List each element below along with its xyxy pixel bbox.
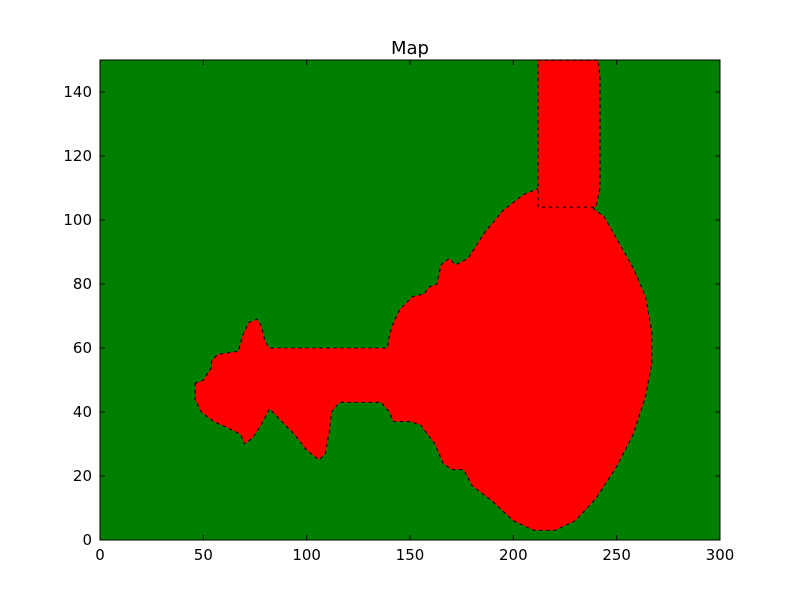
x-tick-label: 200: [499, 546, 528, 564]
y-tick-label: 140: [63, 83, 92, 101]
red-region-1: [194, 187, 653, 532]
regions-layer: [194, 59, 653, 532]
x-tick-label: 50: [194, 546, 213, 564]
y-tick-label: 40: [73, 403, 92, 421]
y-tick-label: 100: [63, 211, 92, 229]
x-tick-label: 250: [602, 546, 631, 564]
y-tick-label: 80: [73, 275, 92, 293]
x-tick-label: 150: [396, 546, 425, 564]
x-axis: 0 50 100 150 200 250 300: [95, 60, 734, 564]
y-tick-label: 0: [82, 531, 92, 549]
y-tick-label: 60: [73, 339, 92, 357]
y-tick-label: 20: [73, 467, 92, 485]
y-axis: 0 20 40 60 80 100 120 140: [63, 83, 720, 549]
x-tick-label: 0: [95, 546, 105, 564]
red-region-2: [537, 59, 601, 208]
y-tick-label: 120: [63, 147, 92, 165]
x-tick-label: 300: [706, 546, 735, 564]
chart-title: Map: [391, 38, 429, 59]
x-tick-label: 100: [292, 546, 321, 564]
